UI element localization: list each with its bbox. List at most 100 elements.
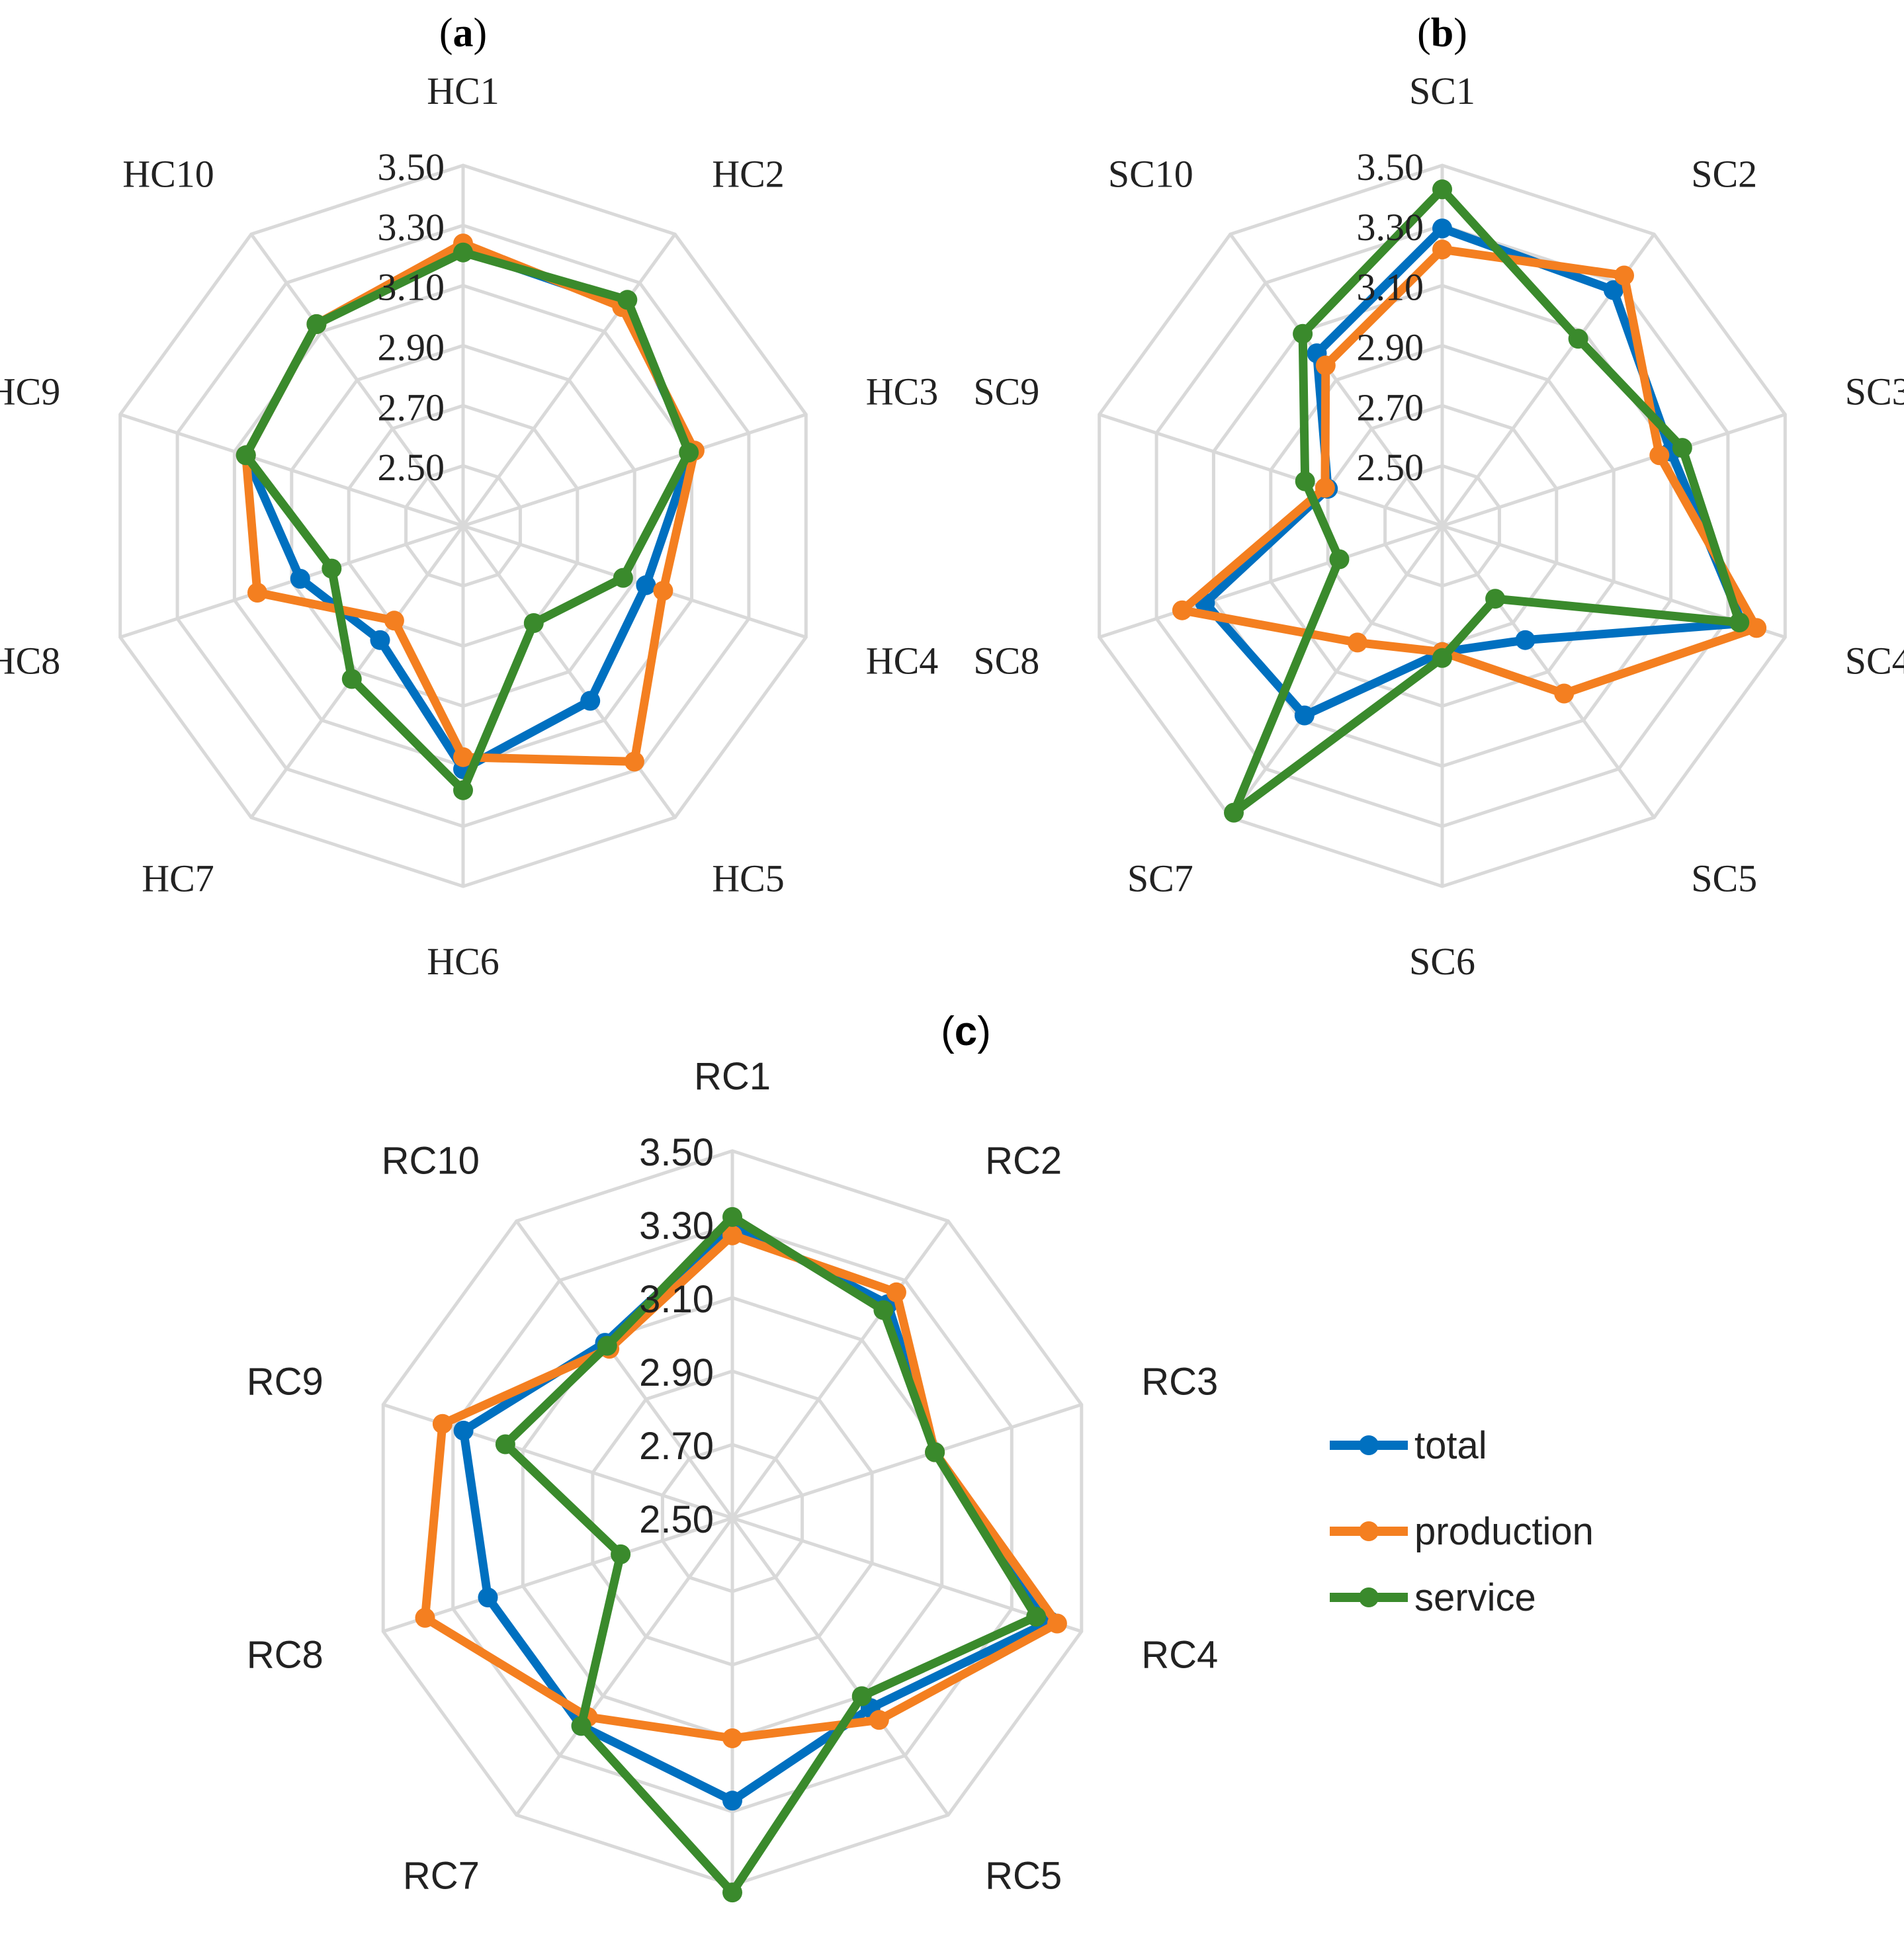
radar-grid xyxy=(1098,163,1787,888)
legend-item-production: production xyxy=(1330,1510,1594,1553)
data-point-total xyxy=(478,1587,498,1608)
data-point-production xyxy=(247,583,267,603)
tick-label: 2.50 xyxy=(1357,446,1424,489)
tick-label: 2.50 xyxy=(378,446,445,489)
axis-label: SC5 xyxy=(1691,857,1757,900)
data-point-production xyxy=(722,1728,742,1748)
data-point-service xyxy=(236,445,256,466)
panel-label-c: (c) xyxy=(941,1009,991,1054)
data-point-production xyxy=(453,747,473,767)
grid-spoke xyxy=(382,1516,733,1633)
axis-label: HC1 xyxy=(427,69,499,112)
radar-chart-b: (b) SC1 SC2 SC3 SC4 SC5 SC6 SC7 SC8 SC9 SC10 2.50 2.… xyxy=(973,11,1904,983)
grid-spoke xyxy=(515,1517,734,1816)
tick-label: 3.30 xyxy=(639,1204,714,1247)
grid-spoke xyxy=(1098,413,1443,528)
grid-spoke xyxy=(249,233,465,527)
data-point-total xyxy=(290,569,310,589)
axis-label: HC5 xyxy=(712,857,785,900)
axis-label: RC6 xyxy=(694,1939,771,1942)
data-point-service xyxy=(1293,323,1313,344)
axis-label: HC2 xyxy=(712,153,785,196)
data-point-service xyxy=(722,1206,742,1227)
data-point-production xyxy=(653,581,673,601)
data-point-service xyxy=(851,1686,872,1707)
data-point-total xyxy=(1515,630,1536,650)
data-point-production xyxy=(1432,239,1452,260)
series-service xyxy=(1224,179,1750,823)
series-line-total xyxy=(459,1220,1055,1805)
data-point-production xyxy=(1554,683,1575,704)
data-point-service xyxy=(322,558,342,579)
data-point-service xyxy=(613,568,633,588)
legend-item-total: total xyxy=(1330,1424,1487,1467)
data-point-production xyxy=(722,1225,742,1245)
grid-spoke xyxy=(732,1403,1082,1520)
data-point-production xyxy=(415,1607,435,1628)
data-point-total xyxy=(1432,218,1452,239)
grid-spoke xyxy=(515,1220,734,1519)
axis-label: SC7 xyxy=(1127,857,1193,900)
axis-label: RC10 xyxy=(382,1140,480,1183)
data-point-service xyxy=(611,1544,631,1564)
tick-label: 2.90 xyxy=(378,326,445,369)
data-point-service xyxy=(1568,329,1588,349)
tick-label: 3.50 xyxy=(639,1131,714,1174)
data-point-service xyxy=(1329,549,1350,570)
legend-marker-service xyxy=(1359,1587,1379,1607)
tick-label: 3.30 xyxy=(1357,206,1424,249)
axis-label: HC10 xyxy=(122,153,214,196)
data-point-service xyxy=(1026,1607,1047,1627)
tick-label: 2.70 xyxy=(1357,386,1424,429)
grid-spoke xyxy=(462,413,807,528)
axis-label: SC6 xyxy=(1409,940,1475,983)
axis-label: SC10 xyxy=(1108,153,1193,196)
legend-item-service: service xyxy=(1330,1576,1536,1619)
data-point-service xyxy=(495,1434,515,1455)
series-line-service xyxy=(501,1212,1041,1897)
axis-label: SC9 xyxy=(973,370,1039,413)
tick-label: 3.50 xyxy=(1357,146,1424,189)
data-point-total xyxy=(722,1791,742,1811)
axis-label: HC6 xyxy=(427,940,499,983)
grid-spoke xyxy=(462,524,807,639)
data-point-total xyxy=(580,691,601,711)
tick-label: 3.30 xyxy=(378,206,445,249)
axis-label: RC2 xyxy=(985,1140,1062,1183)
data-point-production xyxy=(1315,478,1335,498)
data-point-production xyxy=(1047,1613,1067,1634)
grid-spoke xyxy=(461,525,677,819)
data-point-service xyxy=(453,242,473,263)
radar-chart-a: (a) HC1 HC2 HC3 HC4 HC5 HC6 HC7 HC8 HC9 HC10 2.50 2.… xyxy=(0,11,938,983)
grid-spoke xyxy=(1442,413,1786,528)
axis-label: RC3 xyxy=(1141,1361,1218,1404)
axis-label: RC9 xyxy=(247,1361,324,1404)
legend-marker-production xyxy=(1359,1521,1379,1541)
data-point-production xyxy=(1315,355,1336,376)
data-point-production xyxy=(432,1414,453,1434)
data-point-service xyxy=(873,1300,894,1320)
data-point-production xyxy=(1747,618,1767,638)
data-point-service xyxy=(453,780,473,800)
series-service xyxy=(236,242,699,800)
data-point-service xyxy=(679,443,699,463)
data-point-production xyxy=(1347,632,1367,653)
series-production xyxy=(415,1225,1067,1748)
data-point-service xyxy=(1432,179,1452,200)
data-point-service xyxy=(1295,471,1315,491)
axis-label: HC3 xyxy=(866,370,939,413)
data-point-production xyxy=(1649,445,1670,466)
panel-label-b: (b) xyxy=(1417,11,1467,56)
axis-label: SC4 xyxy=(1845,639,1904,682)
data-point-service xyxy=(341,669,362,689)
data-point-total xyxy=(636,575,656,595)
data-point-service xyxy=(306,314,327,334)
axis-label: RC8 xyxy=(247,1633,324,1676)
grid-spoke xyxy=(732,1516,1082,1633)
axis-label: RC7 xyxy=(403,1854,480,1897)
tick-label: 2.90 xyxy=(639,1351,714,1394)
tick-label: 3.50 xyxy=(378,146,445,189)
data-point-service xyxy=(722,1882,742,1903)
data-point-total xyxy=(1294,705,1315,726)
